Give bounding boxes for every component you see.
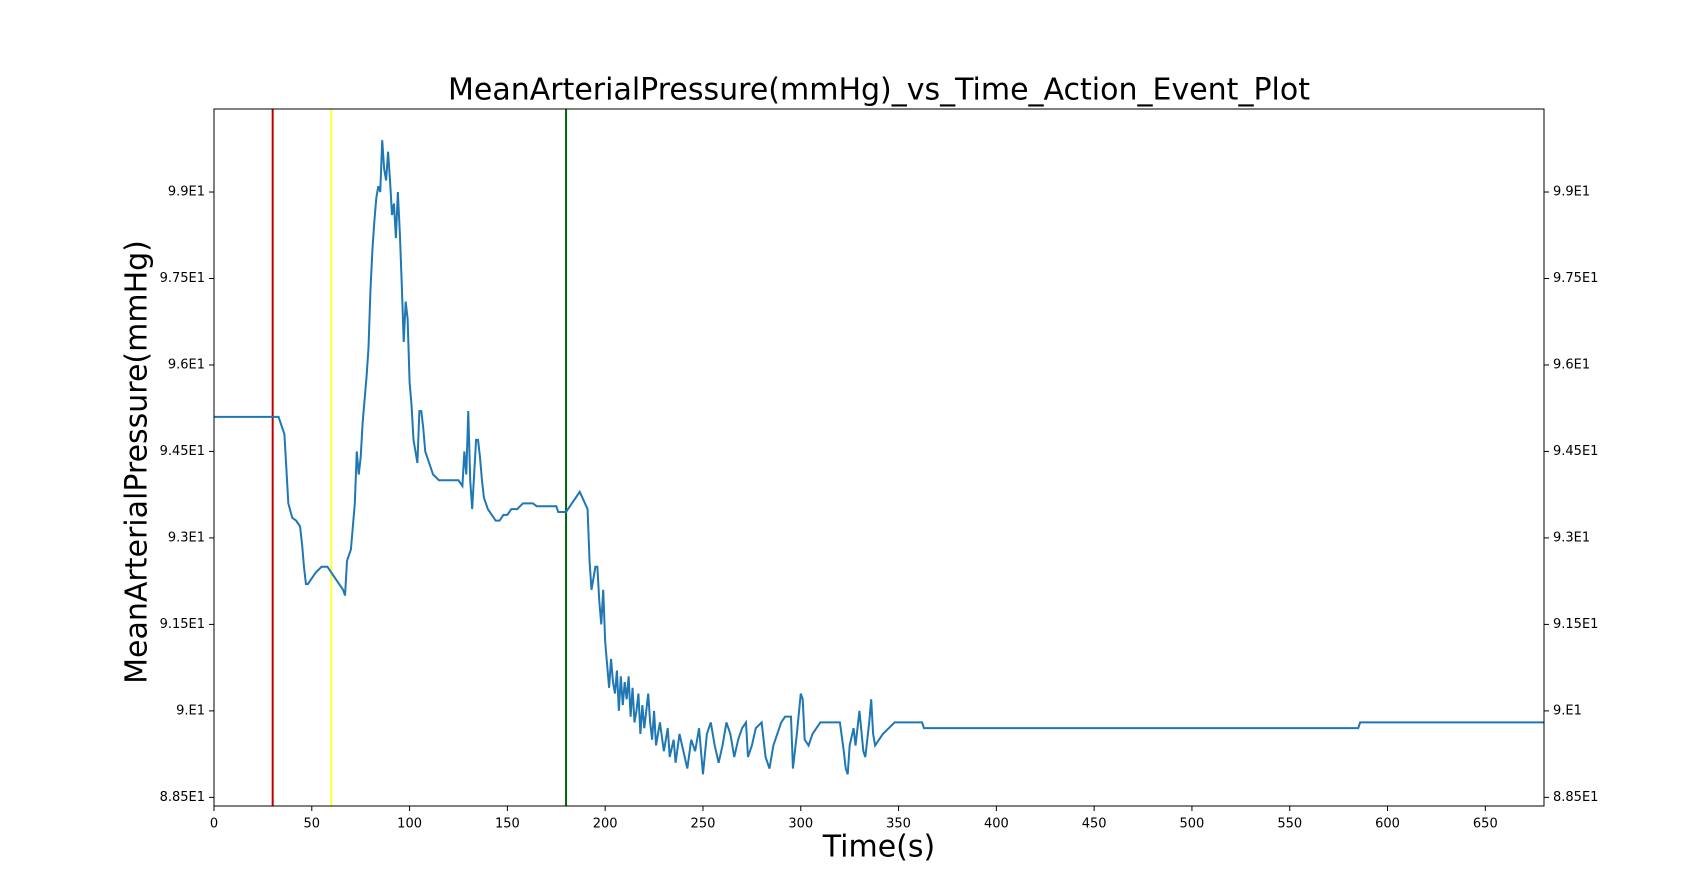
x-tick-label: 400 [984, 817, 1009, 832]
x-tick-label: 500 [1180, 817, 1205, 832]
data-line [214, 140, 1544, 775]
y2-tick-label: 9.15E1 [1553, 617, 1598, 632]
x-tick-label: 650 [1473, 817, 1498, 832]
y-tick-label: 9.15E1 [160, 617, 205, 632]
y-tick-label: 9.6E1 [168, 357, 205, 372]
x-tick-label: 550 [1277, 817, 1302, 832]
y-tick-label: 9.3E1 [168, 530, 205, 545]
y-tick-label: 9.75E1 [160, 271, 205, 286]
y-tick-label: 8.85E1 [160, 790, 205, 805]
y-tick-label: 9.45E1 [160, 444, 205, 459]
x-tick-label: 300 [788, 817, 813, 832]
y2-tick-label: 9.9E1 [1553, 185, 1590, 200]
y-tick-label: 9.9E1 [168, 185, 205, 200]
x-tick-label: 600 [1375, 817, 1400, 832]
y2-tick-label: 9.45E1 [1553, 444, 1598, 459]
x-tick-label: 200 [593, 817, 618, 832]
plot-frame [213, 108, 1545, 807]
chart-title: MeanArterialPressure(mmHg)_vs_Time_Actio… [448, 73, 1310, 108]
x-tick-label: 350 [886, 817, 911, 832]
y-axis-label: MeanArterialPressure(mmHg) [120, 240, 155, 684]
x-axis-label: Time(s) [822, 830, 935, 865]
y-tick-label: 9.E1 [176, 703, 205, 718]
x-tick-label: 450 [1082, 817, 1107, 832]
x-tick-label: 50 [304, 817, 321, 832]
x-tick-label: 250 [691, 817, 716, 832]
y2-tick-label: 9.6E1 [1553, 357, 1590, 372]
y2-tick-label: 9.3E1 [1553, 530, 1590, 545]
y2-tick-label: 9.E1 [1553, 703, 1582, 718]
x-tick-label: 100 [397, 817, 422, 832]
x-tick-label: 0 [210, 817, 218, 832]
y2-tick-label: 8.85E1 [1553, 790, 1598, 805]
x-tick-label: 150 [495, 817, 520, 832]
y2-tick-label: 9.75E1 [1553, 271, 1598, 286]
